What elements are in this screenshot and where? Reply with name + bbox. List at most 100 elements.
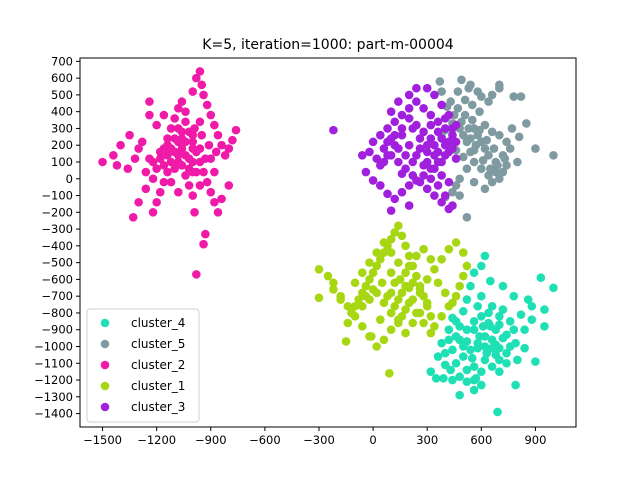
point-cluster_4-27 [448, 345, 457, 355]
point-cluster_1-100 [376, 315, 385, 324]
point-cluster_2-65 [197, 130, 207, 140]
y-tick-label: −300 [41, 222, 73, 236]
point-cluster_4-5 [487, 362, 497, 371]
point-cluster_5-27 [455, 174, 464, 184]
point-cluster_3-5 [390, 194, 400, 204]
point-cluster_2-21 [202, 100, 212, 110]
point-cluster_1-47 [386, 325, 396, 335]
point-cluster_1-91 [404, 261, 414, 271]
point-cluster_2-6 [141, 184, 151, 194]
point-cluster_2-93 [134, 144, 143, 153]
point-cluster_4-92 [431, 374, 441, 383]
point-cluster_3-72 [437, 171, 446, 180]
point-cluster_1-16 [379, 248, 389, 257]
y-tick-label: 400 [51, 105, 73, 119]
point-cluster_4-71 [480, 342, 490, 351]
point-cluster_2-49 [152, 197, 161, 207]
point-cluster_2-3 [125, 130, 134, 140]
point-cluster_4-79 [495, 320, 504, 329]
point-cluster_4-76 [455, 322, 464, 331]
point-cluster_5-50 [489, 144, 499, 153]
point-cluster_2-98 [188, 130, 198, 140]
point-cluster_1-21 [397, 231, 407, 241]
point-cluster_4-44 [455, 390, 464, 400]
point-cluster_3-92 [394, 144, 403, 153]
point-cluster_2-14 [174, 104, 183, 113]
point-cluster_5-3 [484, 97, 493, 106]
point-cluster_5-32 [455, 191, 464, 200]
legend-marker-cluster_2 [100, 360, 110, 370]
point-cluster_1-60 [379, 238, 389, 247]
point-cluster_3-69 [415, 144, 425, 153]
y-tick-label: −800 [41, 306, 73, 320]
point-cluster_3-43 [404, 140, 414, 150]
point-cluster_2-52 [184, 181, 194, 190]
point-cluster_1-42 [422, 275, 432, 284]
point-cluster_5-54 [460, 110, 470, 120]
point-cluster_5-67 [514, 132, 524, 142]
point-cluster_3-20 [412, 97, 421, 106]
point-cluster_3-3 [376, 181, 385, 190]
point-cluster_1-56 [350, 278, 360, 288]
point-cluster_1-71 [386, 308, 396, 318]
point-cluster_2-1 [109, 150, 118, 160]
point-cluster_5-48 [505, 144, 515, 153]
y-tick-label: 100 [51, 155, 73, 169]
point-cluster_2-30 [224, 181, 234, 190]
point-cluster_1-1 [314, 293, 324, 303]
point-cluster_2-81 [145, 154, 154, 163]
legend-label-cluster_1: cluster_1 [131, 379, 185, 393]
point-cluster_4-55 [473, 301, 483, 311]
point-cluster_2-23 [210, 120, 219, 130]
point-cluster_2-12 [166, 124, 176, 133]
point-cluster_4-81 [482, 348, 492, 358]
point-cluster_3-75 [372, 154, 382, 163]
point-cluster_2-26 [220, 150, 230, 160]
point-cluster_5-73 [477, 92, 486, 101]
point-cluster_2-104 [192, 167, 201, 177]
point-cluster_2-103 [184, 164, 194, 173]
point-cluster_1-59 [372, 248, 382, 257]
point-cluster_1-38 [451, 238, 461, 247]
point-cluster_4-73 [502, 358, 511, 368]
point-cluster_1-55 [329, 285, 338, 294]
point-cluster_5-77 [437, 87, 446, 96]
legend: cluster_4 cluster_5 cluster_2 cluster_1clus… [86, 308, 200, 423]
point-cluster_5-33 [469, 177, 479, 187]
point-cluster_3-53 [430, 90, 439, 100]
point-cluster_4-89 [478, 322, 488, 331]
point-cluster_3-63 [419, 127, 428, 137]
point-cluster_2-27 [224, 144, 234, 153]
point-cluster_5-7 [522, 119, 531, 128]
point-cluster_1-3 [329, 278, 338, 288]
point-cluster_5-14 [477, 164, 486, 173]
point-cluster_4-40 [466, 345, 475, 355]
series-cluster_1 [314, 221, 472, 378]
point-cluster_4-21 [458, 306, 468, 316]
y-tick-label: −200 [41, 205, 73, 219]
point-cluster_1-0 [314, 265, 324, 274]
point-cluster_4-85 [520, 343, 529, 353]
point-cluster_3-9 [419, 171, 428, 180]
point-cluster_3-94 [437, 157, 446, 167]
point-cluster_1-58 [365, 258, 374, 267]
point-cluster_1-102 [401, 281, 410, 291]
point-cluster_2-84 [188, 144, 198, 153]
point-cluster_1-62 [394, 258, 403, 267]
point-cluster_1-57 [357, 268, 367, 277]
point-cluster_3-15 [448, 130, 457, 140]
point-cluster_3-84 [433, 127, 443, 137]
point-cluster_4-45 [469, 385, 479, 395]
point-cluster_1-97 [448, 298, 457, 308]
point-cluster_2-80 [141, 167, 151, 177]
point-cluster_3-14 [451, 137, 461, 147]
point-cluster_2-57 [195, 181, 205, 190]
point-cluster_4-56 [462, 295, 472, 304]
point-cluster_3-7 [404, 181, 414, 190]
point-cluster_1-89 [390, 301, 400, 311]
point-cluster_1-9 [354, 295, 363, 304]
point-cluster_5-70 [460, 95, 470, 105]
point-cluster_3-6 [397, 187, 407, 197]
legend-label-cluster_4: cluster_4 [131, 316, 185, 330]
point-cluster_1-13 [368, 268, 378, 277]
